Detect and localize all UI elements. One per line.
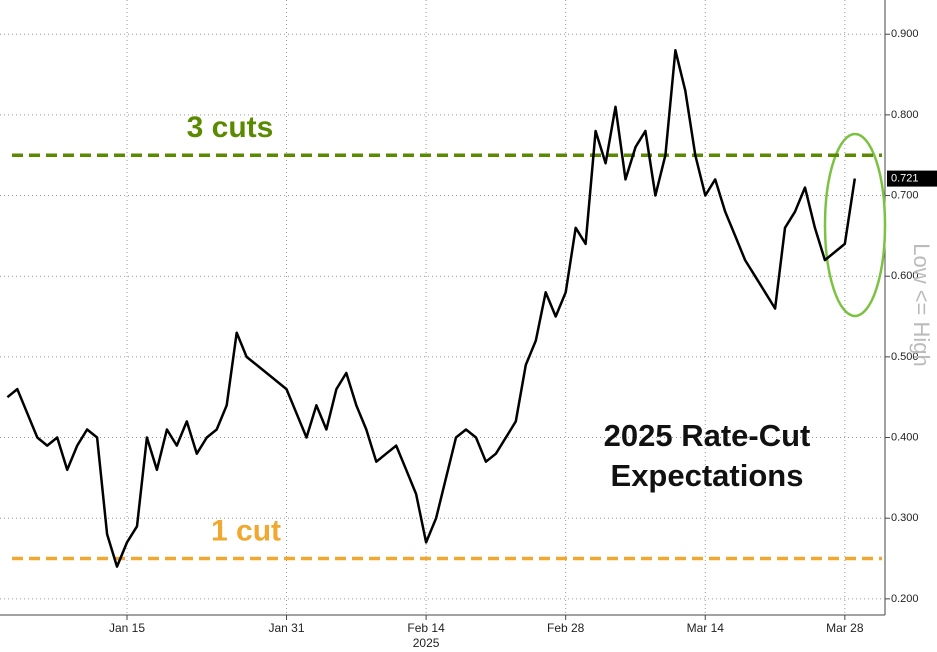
x-tick-label: Mar 14 bbox=[687, 621, 725, 635]
y-tick-label: 0.700 bbox=[891, 189, 919, 201]
y-axis-label: Low <= High bbox=[909, 243, 934, 367]
x-tick-label: Mar 28 bbox=[826, 621, 864, 635]
last-value-badge bbox=[887, 170, 937, 187]
x-tick-label: Jan 31 bbox=[269, 621, 305, 635]
last-value-label: 0.721 bbox=[891, 172, 919, 184]
y-tick-label: 0.200 bbox=[891, 593, 919, 605]
x-axis-sublabel: 2025 bbox=[413, 636, 440, 650]
y-tick-label: 0.800 bbox=[891, 109, 919, 121]
reference-label: 3 cuts bbox=[187, 111, 274, 144]
x-tick-label: Feb 14 bbox=[407, 621, 445, 635]
reference-label: 1 cut bbox=[211, 514, 281, 547]
highlight-ellipse bbox=[823, 132, 887, 318]
y-tick-label: 0.500 bbox=[891, 351, 919, 363]
x-tick-label: Feb 28 bbox=[547, 621, 585, 635]
x-tick-label: Jan 15 bbox=[109, 621, 145, 635]
y-tick-label: 0.900 bbox=[891, 28, 919, 40]
y-tick-label: 0.600 bbox=[891, 270, 919, 282]
chart-title-line: Expectations bbox=[611, 458, 804, 493]
y-tick-label: 0.400 bbox=[891, 431, 919, 443]
chart-title: 2025 Rate-Cut Expectations bbox=[604, 418, 811, 493]
chart-title-line: 2025 Rate-Cut bbox=[604, 418, 811, 453]
y-tick-label: 0.300 bbox=[891, 512, 919, 524]
line-series bbox=[6, 49, 857, 568]
